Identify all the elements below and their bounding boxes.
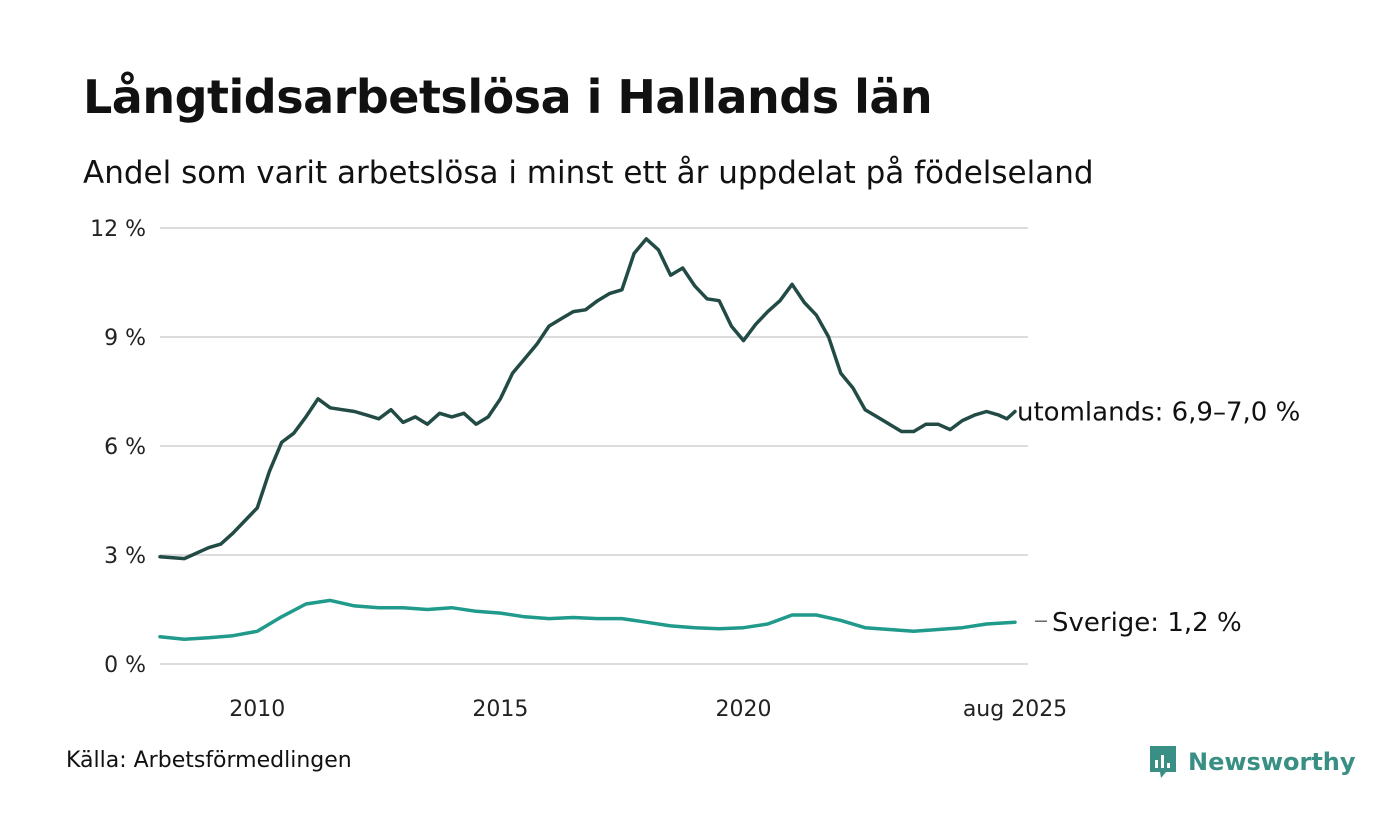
source-note: Källa: Arbetsförmedlingen bbox=[66, 748, 352, 773]
y-tick-label: 6 % bbox=[104, 435, 146, 460]
y-tick-label: 0 % bbox=[104, 653, 146, 678]
y-tick-label: 9 % bbox=[104, 326, 146, 351]
brand-logo[interactable]: Newsworthy bbox=[1148, 744, 1356, 780]
y-tick-label: 12 % bbox=[90, 217, 146, 242]
y-tick-label: 3 % bbox=[104, 544, 146, 569]
brand-name: Newsworthy bbox=[1188, 748, 1356, 776]
chart-title: Långtidsarbetslösa i Hallands län bbox=[83, 70, 933, 124]
bar-chart-speech-bubble-icon bbox=[1150, 746, 1176, 778]
end-label-utomlands: utomlands: 6,9–7,0 % bbox=[1017, 397, 1300, 427]
chart-subtitle: Andel som varit arbetslösa i minst ett å… bbox=[83, 155, 1094, 191]
x-tick-label: aug 2025 bbox=[963, 697, 1067, 722]
series-line-sverige bbox=[158, 598, 1017, 642]
series-line-utomlands bbox=[158, 237, 1017, 561]
x-tick-label: 2015 bbox=[472, 697, 528, 722]
x-tick-label: 2020 bbox=[716, 697, 772, 722]
end-label-sverige: Sverige: 1,2 % bbox=[1052, 608, 1242, 638]
x-tick-label: 2010 bbox=[229, 697, 285, 722]
